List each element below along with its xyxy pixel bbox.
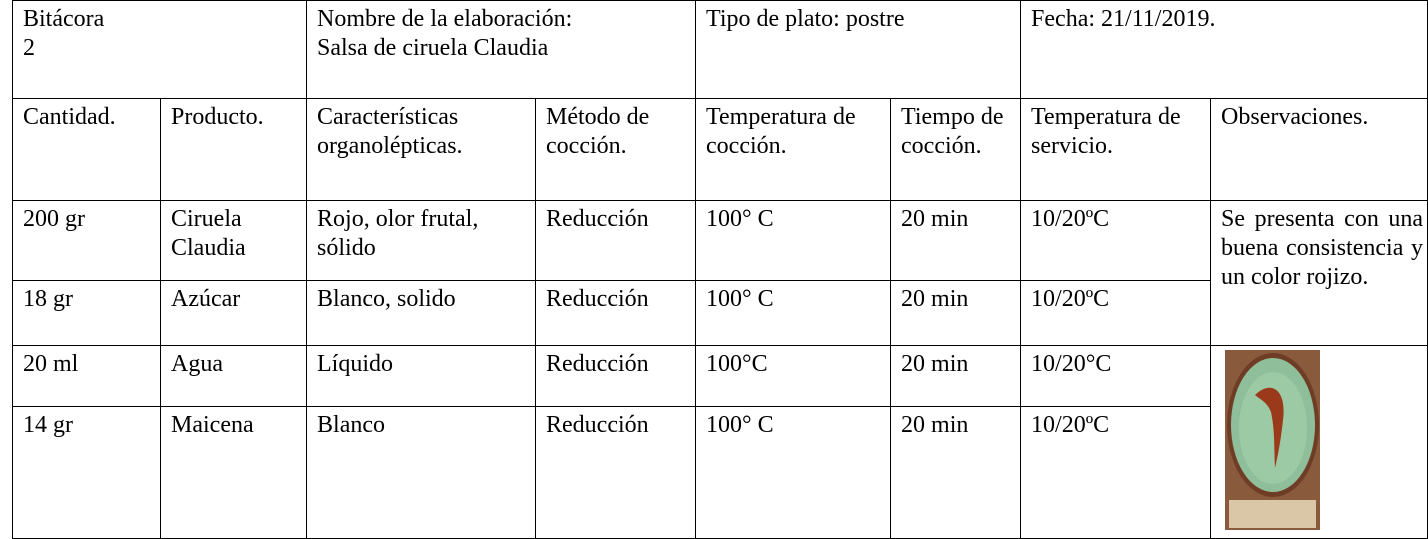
cell: 100° C bbox=[696, 201, 891, 281]
cell: Maicena bbox=[161, 406, 307, 538]
dish-photo bbox=[1225, 350, 1320, 530]
cell: Blanco bbox=[307, 406, 536, 538]
cell: 10/20°C bbox=[1021, 346, 1211, 407]
cell: Reducción bbox=[536, 201, 696, 281]
column-header: Cantidad. bbox=[13, 99, 161, 201]
cell: 14 gr bbox=[13, 406, 161, 538]
cell: 200 gr bbox=[13, 201, 161, 281]
cell: Líquido bbox=[307, 346, 536, 407]
log-line: Bitácora bbox=[23, 5, 296, 34]
placemat bbox=[1229, 500, 1316, 528]
dish-name-cell: Nombre de la elaboración:Salsa de ciruel… bbox=[307, 1, 696, 99]
column-header: Temperatura de cocción. bbox=[696, 99, 891, 201]
cell: 20 min bbox=[891, 281, 1021, 346]
column-header: Tiempo de cocción. bbox=[891, 99, 1021, 201]
observations: Se presenta con una buena consistencia y… bbox=[1211, 201, 1428, 346]
cell: Agua bbox=[161, 346, 307, 407]
cell: 20 min bbox=[891, 346, 1021, 407]
column-header: Temperatura de servicio. bbox=[1021, 99, 1211, 201]
cell: 100° C bbox=[696, 406, 891, 538]
cell: 100° C bbox=[696, 281, 891, 346]
cell: Ciruela Claudia bbox=[161, 201, 307, 281]
cell: 20 min bbox=[891, 406, 1021, 538]
column-header: Producto. bbox=[161, 99, 307, 201]
cell: Reducción bbox=[536, 281, 696, 346]
date: Fecha: 21/11/2019. bbox=[1021, 1, 1428, 99]
cell: 100°C bbox=[696, 346, 891, 407]
dish-type: Tipo de plato: postre bbox=[696, 1, 1021, 99]
cell: 18 gr bbox=[13, 281, 161, 346]
cell: 20 min bbox=[891, 201, 1021, 281]
column-header: Método de cocción. bbox=[536, 99, 696, 201]
column-header: Características organolépticas. bbox=[307, 99, 536, 201]
cell: Azúcar bbox=[161, 281, 307, 346]
cell: Reducción bbox=[536, 406, 696, 538]
cell: Blanco, solido bbox=[307, 281, 536, 346]
log-line: 2 bbox=[23, 34, 296, 63]
dish-name-line: Nombre de la elaboración: bbox=[317, 5, 685, 34]
column-header: Observaciones. bbox=[1211, 99, 1428, 201]
photo-cell bbox=[1211, 346, 1428, 539]
cell: 10/20ºC bbox=[1021, 406, 1211, 538]
dish-name-line: Salsa de ciruela Claudia bbox=[317, 34, 685, 63]
cell: Rojo, olor frutal, sólido bbox=[307, 201, 536, 281]
cell: 10/20ºC bbox=[1021, 201, 1211, 281]
cell: 10/20ºC bbox=[1021, 281, 1211, 346]
cell: Reducción bbox=[536, 346, 696, 407]
page: Bitácora2 Nombre de la elaboración:Salsa… bbox=[0, 0, 1428, 536]
column-header-row: Cantidad.Producto.Características organo… bbox=[13, 99, 1428, 201]
cell: 20 ml bbox=[13, 346, 161, 407]
